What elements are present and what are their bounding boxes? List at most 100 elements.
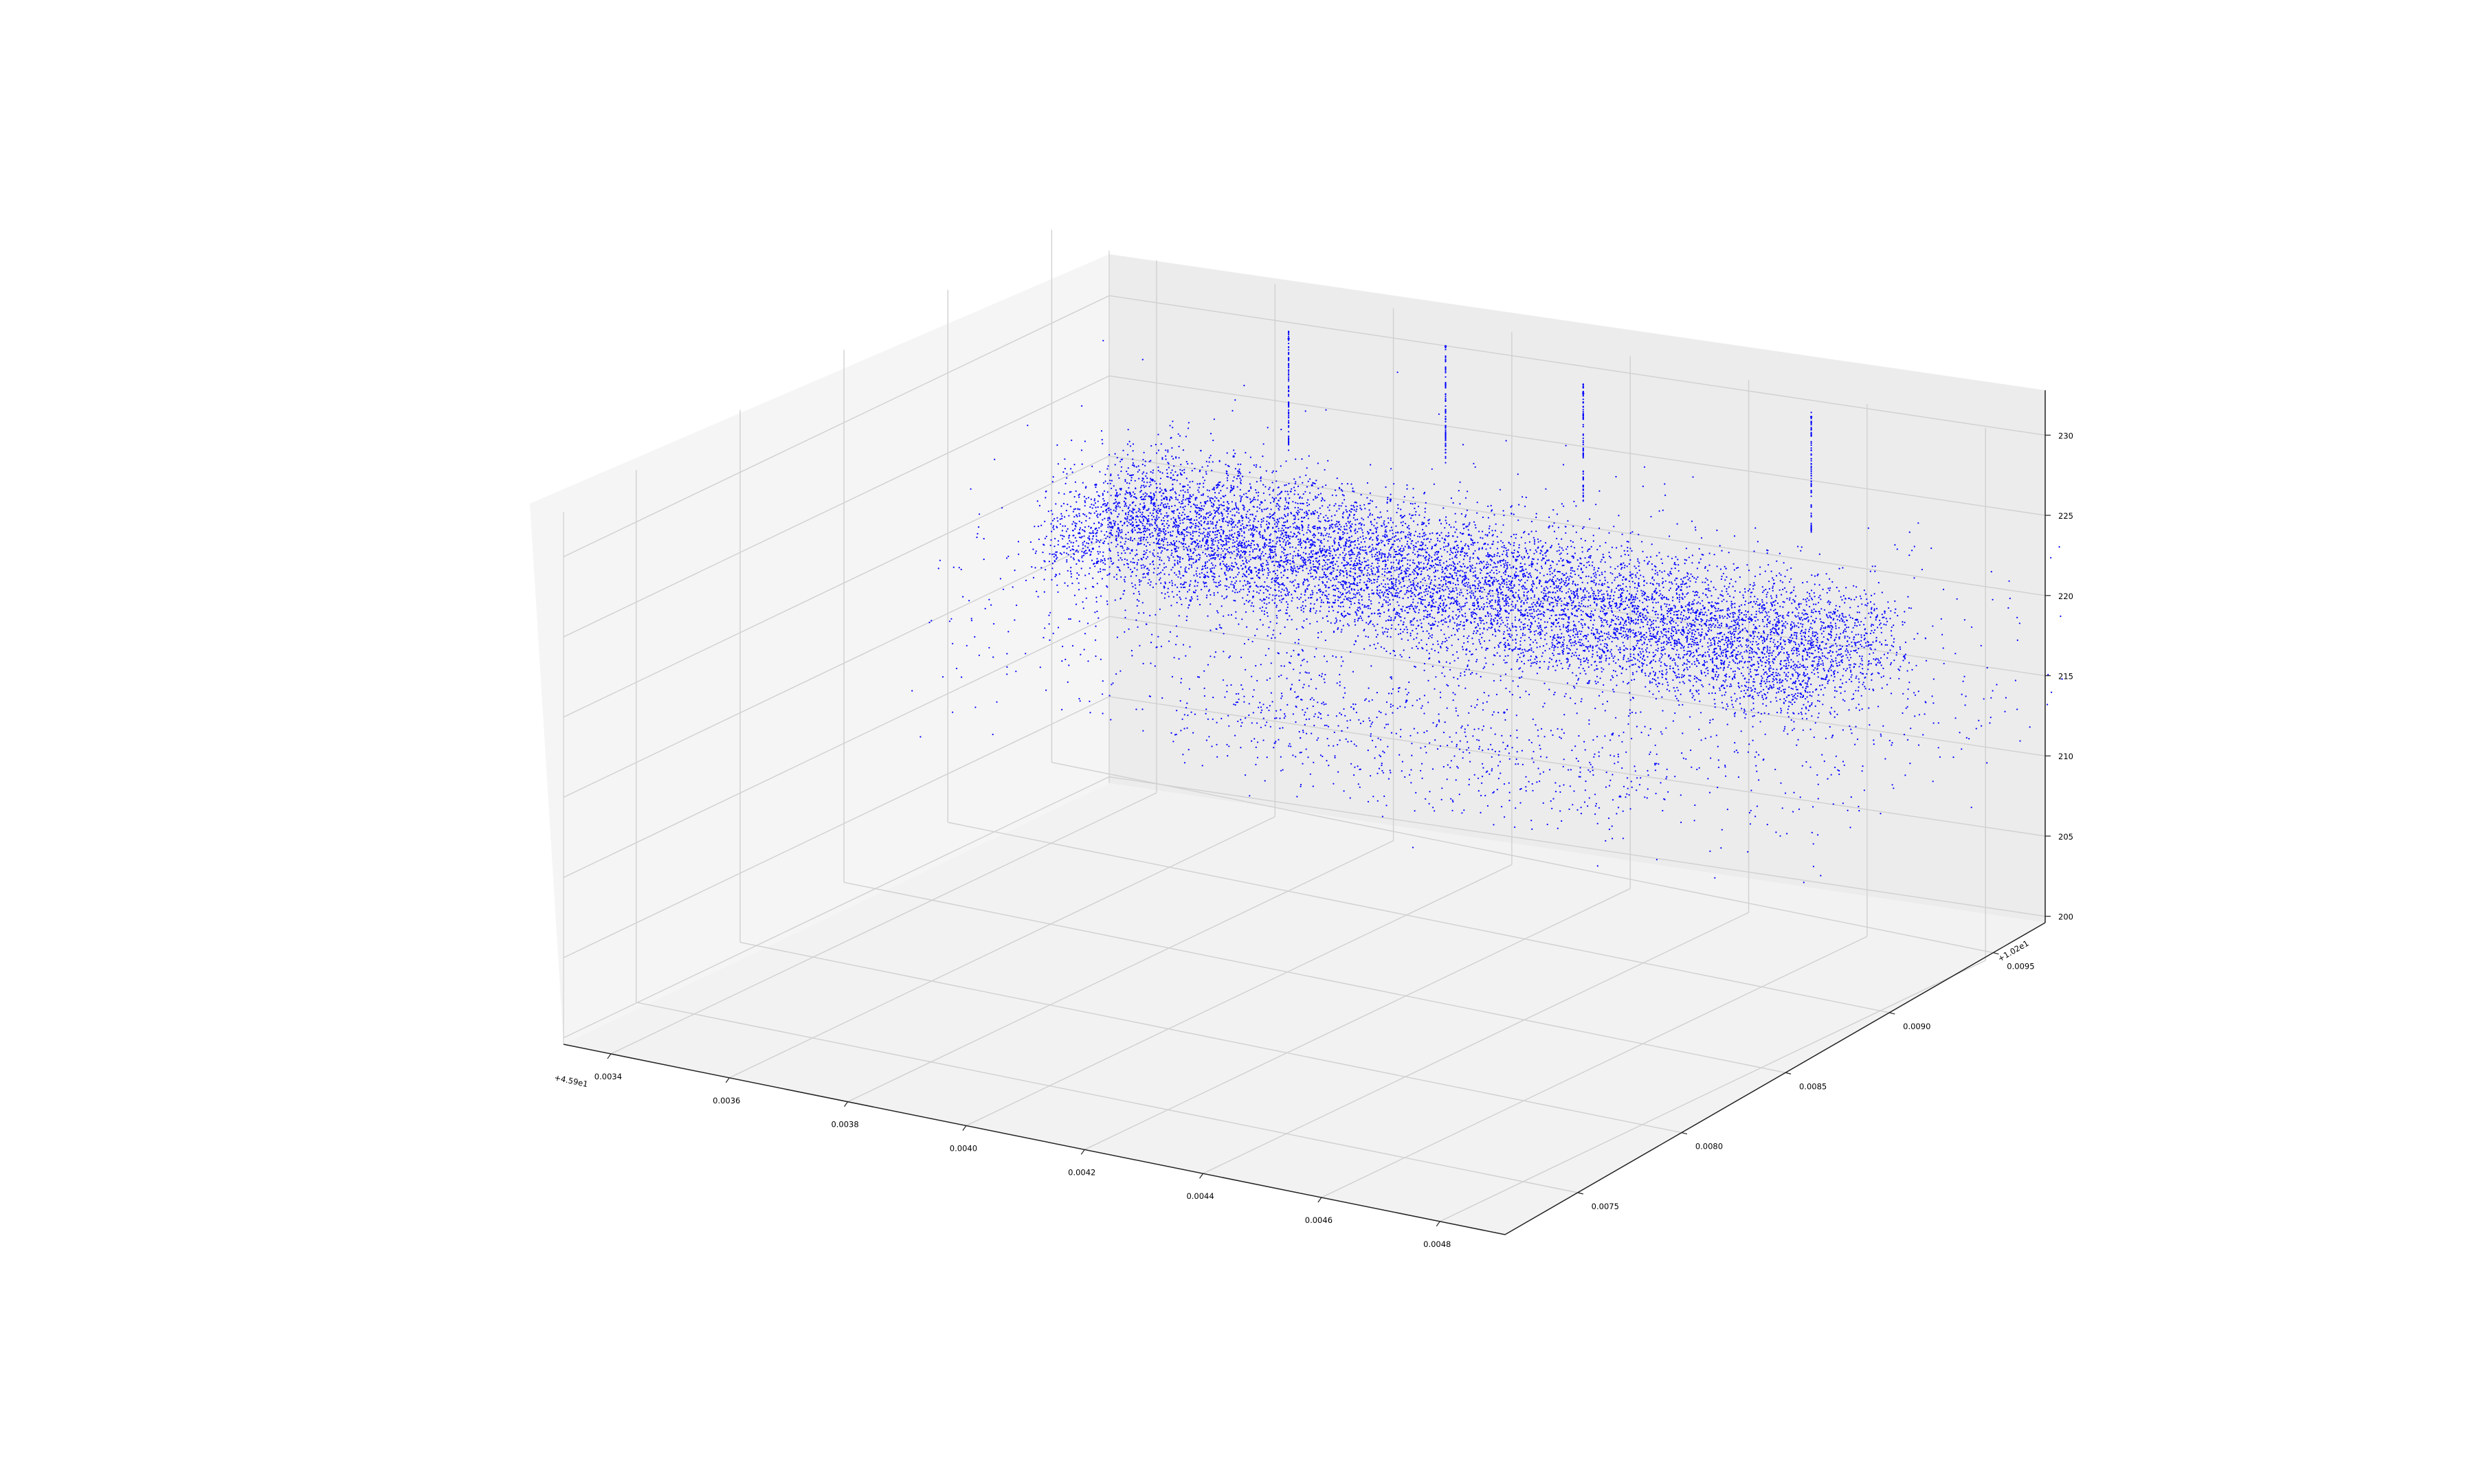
scatter-point [1667,573,1669,576]
scatter-point [1144,460,1146,462]
scatter-point [1757,692,1759,695]
scatter-point [1458,615,1460,617]
y-gridline-floor [636,1002,1578,1193]
scatter-point [1412,629,1414,632]
scatter-point [1472,643,1474,645]
scatter-point [1536,570,1538,572]
scatter-point [1418,536,1421,538]
scatter-point [1462,595,1464,597]
scatter-point [1266,611,1268,614]
scatter-point [1547,592,1549,594]
scatter-point [1717,637,1719,639]
scatter-point [1154,508,1156,510]
scatter-point [1458,490,1460,492]
scatter-point [1763,630,1765,632]
scatter-point [1401,537,1403,539]
scatter-point [1243,603,1245,605]
scatter-point [1572,629,1574,631]
scatter-point [1107,543,1109,545]
scatter-point [1599,649,1601,651]
scatter-point [1262,484,1264,486]
scatter-point [1398,605,1400,607]
scatter-point [1310,572,1312,574]
y-tick [1681,1132,1688,1135]
scatter-point [1710,581,1712,583]
scatter-point [1242,573,1245,575]
scatter-point [1854,622,1856,624]
scatter-point [1548,603,1550,605]
scatter-point [1145,552,1147,554]
scatter-point [1224,556,1227,559]
y-gridline-floor [1051,761,1994,954]
scatter-point [1504,625,1506,627]
scatter-point [1651,682,1653,684]
scatter-point [1795,647,1797,649]
scatter-point [1712,668,1715,671]
scatter-point [1738,625,1740,627]
scatter-point [1834,686,1836,688]
scatter-point [1666,665,1668,667]
scatter-point [1706,666,1708,668]
scatter-point [1649,625,1651,627]
scatter-point [1335,617,1337,619]
scatter-point [1377,568,1379,571]
scatter-point [1717,633,1719,635]
scatter-point [1565,580,1567,582]
scatter-point [1772,662,1774,664]
scatter-point [1745,713,1747,715]
scatter-point [1562,653,1564,655]
scatter-point [1626,604,1629,607]
scatter-point [1145,485,1147,487]
scatter-point [1762,703,1764,705]
scatter-point [1339,524,1341,526]
scatter-point [1202,552,1204,554]
scatter-point [1363,589,1366,592]
scatter-point [1803,631,1805,634]
scatter-point [1813,608,1815,610]
scatter-point [1179,469,1181,471]
scatter-point [1152,563,1155,565]
scatter-point [1334,622,1336,625]
scatter-point [1451,564,1453,566]
scatter-point [1396,553,1398,555]
scatter-point [1503,711,1506,714]
scatter-point [1546,609,1548,611]
scatter-point [1257,586,1259,588]
scatter-point [1090,513,1092,515]
scatter-point [1212,550,1214,552]
scatter-point [1614,567,1616,570]
scatter-point [1276,503,1278,505]
scatter-point [1389,498,1392,501]
scatter-point [1873,609,1875,611]
scatter-point [1734,715,1736,717]
scatter-point [1583,657,1585,660]
scatter-point [1834,638,1836,640]
scatter-point [1662,581,1664,583]
scatter-point [1442,623,1444,625]
scatter-point [1796,632,1798,634]
scatter-point [1170,531,1172,533]
scatter-point [1783,622,1785,625]
scatter-point [1641,592,1643,594]
scatter-point [1352,541,1354,543]
scatter-point [1334,514,1336,517]
scatter-point [1418,514,1420,516]
scatter-point [1293,585,1295,587]
scatter-point [1623,622,1626,625]
scatter-point [1645,636,1647,638]
scatter-point [1095,539,1097,541]
scatter-point [1335,503,1337,505]
scatter-point [1429,541,1431,543]
scatter-point [1211,544,1213,546]
scatter-point [1350,554,1352,556]
scatter-point [1325,586,1327,588]
scatter-point [1651,563,1653,565]
scatter-point [1353,509,1355,511]
scatter-point [1779,686,1781,688]
scatter-point [1180,577,1182,579]
scatter-point [1343,545,1345,547]
scatter-point [1756,644,1758,646]
scatter-point [1205,518,1207,520]
scatter-point [1618,574,1620,576]
